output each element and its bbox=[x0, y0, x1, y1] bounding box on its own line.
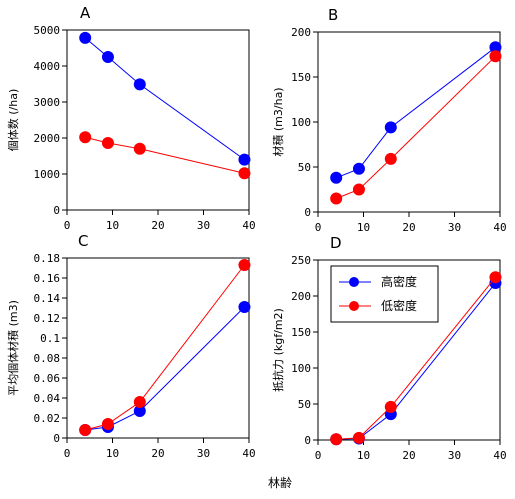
panel-a-y-tick-label: 1000 bbox=[34, 168, 61, 181]
panel-c-high-density-line bbox=[85, 306, 245, 431]
panel-c-y-axis-label: 平均個体材積 (m3) bbox=[6, 300, 20, 396]
panel-b-high-density-point bbox=[384, 121, 397, 134]
panel-b-x-tick-label: 40 bbox=[493, 221, 506, 234]
panel-a-x-tick-label: 30 bbox=[197, 219, 210, 232]
panel-b-y-axis-label: 材積 (m3/ha) bbox=[271, 87, 285, 156]
panel-c-low-density-point bbox=[101, 418, 114, 430]
panel-d-y-axis-label: 抵抗力 (kgf/m2) bbox=[271, 308, 285, 392]
panel-a-y-tick-label: 3000 bbox=[34, 96, 61, 109]
legend-swatch-marker bbox=[349, 277, 359, 287]
panel-d-x-tick-label: 0 bbox=[315, 449, 322, 462]
panel-a-label: A bbox=[80, 4, 91, 22]
panel-a-x-tick-label: 0 bbox=[64, 219, 71, 232]
panel-d-y-tick-label: 50 bbox=[298, 398, 311, 411]
panel-c-label: C bbox=[78, 232, 88, 250]
panel-c-low-density-point bbox=[238, 259, 251, 271]
panel-c-y-tick-label: 0.12 bbox=[34, 312, 61, 325]
panel-a-frame bbox=[66, 29, 250, 211]
panel-c-x-tick-label: 20 bbox=[151, 447, 164, 460]
panel-a-y-tick-label: 0 bbox=[53, 204, 60, 217]
panel-d-x-tick-label: 20 bbox=[402, 449, 415, 462]
panel-d-y-tick-label: 0 bbox=[304, 434, 311, 447]
panel-b-x-tick-label: 0 bbox=[315, 221, 322, 234]
figure-x-axis-label: 林齢 bbox=[268, 475, 292, 490]
panel-c-low-density-point bbox=[133, 396, 146, 408]
panel-a-y-tick-label: 4000 bbox=[34, 60, 61, 73]
panel-c-y-tick-label: 0.16 bbox=[34, 272, 61, 285]
panel-b-frame bbox=[317, 31, 501, 213]
panel-c-low-density-point bbox=[79, 424, 92, 436]
panel-c-high-density-point bbox=[238, 301, 251, 313]
panel-c-y-tick-label: 0.18 bbox=[34, 252, 61, 265]
panel-b-low-density-point bbox=[384, 152, 397, 165]
panel-a-x-tick-label: 20 bbox=[151, 219, 164, 232]
panel-b-x-tick-label: 30 bbox=[448, 221, 461, 234]
panel-d-label: D bbox=[330, 234, 342, 252]
panel-b-x-tick-label: 10 bbox=[357, 221, 370, 234]
panel-c-low-density-line bbox=[85, 264, 245, 431]
panel-d-low-density-point bbox=[489, 271, 502, 284]
panel-d-low-density-point bbox=[384, 400, 397, 413]
panel-c-y-tick-label: 0.04 bbox=[34, 392, 61, 405]
panel-a-high-density-point bbox=[79, 31, 92, 44]
legend-entry-label: 低密度 bbox=[381, 298, 417, 313]
panel-b-low-density-point bbox=[489, 50, 502, 63]
panel-d-low-density-point bbox=[330, 433, 343, 446]
panel-d-x-tick-label: 10 bbox=[357, 449, 370, 462]
legend-entry-label: 高密度 bbox=[381, 274, 417, 289]
panel-a-low-density-point bbox=[101, 137, 114, 150]
panel-b-y-tick-label: 0 bbox=[304, 206, 311, 219]
panel-c-x-tick-label: 0 bbox=[64, 447, 71, 460]
panel-a-low-density-point bbox=[238, 167, 251, 180]
panel-b-x-tick-label: 20 bbox=[402, 221, 415, 234]
panel-b-low-density-point bbox=[330, 192, 343, 205]
panel-b-y-tick-label: 100 bbox=[291, 116, 311, 129]
panel-a-low-density-point bbox=[79, 131, 92, 144]
panel-c-y-tick-label: 0 bbox=[53, 432, 60, 445]
panel-c-y-tick-label: 0.14 bbox=[34, 292, 61, 305]
panel-b-y-tick-label: 150 bbox=[291, 71, 311, 84]
panel-c-y-tick-label: 0.1 bbox=[40, 332, 60, 345]
panel-b-high-density-line bbox=[336, 46, 496, 179]
panel-c-x-tick-label: 30 bbox=[197, 447, 210, 460]
panel-b-y-tick-label: 50 bbox=[298, 161, 311, 174]
panel-c-x-tick-label: 40 bbox=[242, 447, 255, 460]
legend-box bbox=[330, 265, 439, 323]
panel-c-y-tick-label: 0.06 bbox=[34, 372, 61, 385]
panel-b-y-tick-label: 200 bbox=[291, 26, 311, 39]
panel-a-high-density-point bbox=[133, 78, 146, 91]
panel-d-low-density-point bbox=[352, 431, 365, 444]
panel-a-x-tick-label: 10 bbox=[106, 219, 119, 232]
panel-a-high-density-line bbox=[84, 37, 245, 161]
legend-swatch-marker bbox=[349, 301, 359, 311]
panel-c-frame bbox=[66, 257, 250, 439]
panel-d-y-tick-label: 250 bbox=[291, 254, 311, 267]
panel-a-y-axis-label: 個体数 (/ha) bbox=[6, 89, 20, 152]
panel-a-y-tick-label: 2000 bbox=[34, 132, 61, 145]
panel-a-low-density-point bbox=[133, 142, 146, 155]
panel-d-y-tick-label: 150 bbox=[291, 326, 311, 339]
panel-c-x-tick-label: 10 bbox=[106, 447, 119, 460]
panel-a-x-tick-label: 40 bbox=[242, 219, 255, 232]
panel-a-low-density-line bbox=[85, 136, 245, 174]
panel-b-high-density-point bbox=[352, 162, 365, 175]
panel-b-low-density-line bbox=[336, 55, 496, 199]
panel-b-high-density-point bbox=[330, 171, 343, 184]
panel-d-low-density-line bbox=[336, 276, 496, 440]
panel-d-y-tick-label: 100 bbox=[291, 362, 311, 375]
panel-b-low-density-point bbox=[352, 183, 365, 196]
panel-b-label: B bbox=[328, 6, 338, 24]
panel-a-y-tick-label: 5000 bbox=[34, 24, 61, 37]
panel-d-y-tick-label: 200 bbox=[291, 290, 311, 303]
panel-d-x-tick-label: 30 bbox=[448, 449, 461, 462]
panel-c-y-tick-label: 0.08 bbox=[34, 352, 61, 365]
panel-a-high-density-point bbox=[238, 153, 251, 166]
panel-d-x-tick-label: 40 bbox=[493, 449, 506, 462]
panel-c-y-tick-label: 0.02 bbox=[34, 412, 61, 425]
panel-a-high-density-point bbox=[101, 51, 114, 63]
